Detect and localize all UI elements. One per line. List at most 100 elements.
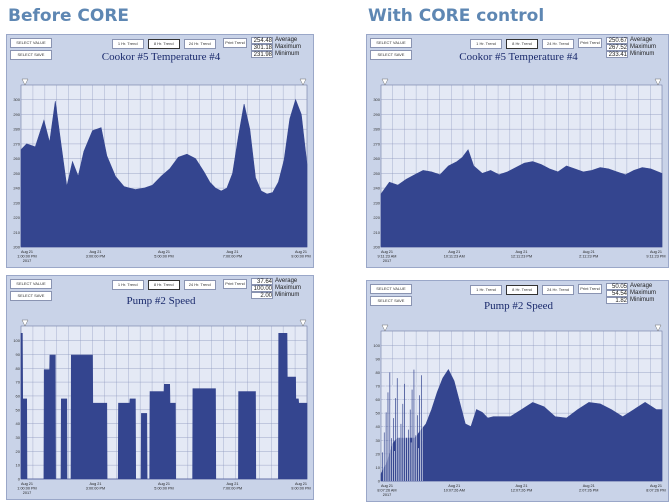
- select-save-button[interactable]: SELECT SAVE: [370, 50, 412, 60]
- y-tick-label: 80: [376, 370, 381, 375]
- y-tick-label: 50: [16, 407, 21, 412]
- y-tick-label: 250: [373, 171, 380, 176]
- y-tick-label: 290: [13, 112, 20, 117]
- x-tick-label: Aug 21 9:00:00 PM: [291, 250, 310, 259]
- chart-panel-after-pump: SELECT VALUE SELECT SAVE 1 Hr. Trend 8 Hr. …: [366, 280, 669, 502]
- trend-24hr-button[interactable]: 24 Hr. Trend: [183, 280, 216, 290]
- select-value-button[interactable]: SELECT VALUE: [370, 38, 412, 48]
- stats-box: 254.48 Average 301.18 Maximum 231.98 Minimum: [251, 37, 315, 58]
- select-save-button[interactable]: SELECT SAVE: [370, 296, 412, 306]
- stat-label: Average: [630, 37, 653, 43]
- series-area: [20, 98, 308, 248]
- y-tick-label: 30: [16, 435, 21, 440]
- trend-24hr-button[interactable]: 24 Hr. Trend: [542, 285, 575, 295]
- print-trend-button[interactable]: Print Trend: [578, 38, 602, 48]
- trend-8hr-button[interactable]: 8 Hr. Trend: [506, 39, 539, 49]
- stat-label: Minimum: [630, 51, 655, 57]
- y-tick-label: 260: [13, 156, 20, 161]
- stat-value: 100.00: [251, 285, 273, 292]
- x-tick-label: Aug 21 3:00:00 PM: [86, 482, 105, 491]
- x-tick-label: Aug 21 12:11:23 PM: [511, 250, 532, 259]
- select-value-button[interactable]: SELECT VALUE: [10, 38, 52, 48]
- trend-24hr-button[interactable]: 24 Hr. Trend: [542, 39, 575, 49]
- stat-label: Minimum: [275, 292, 300, 298]
- y-tick-label: 20: [16, 449, 21, 454]
- series-area: [20, 333, 308, 480]
- print-trend-button[interactable]: Print Trend: [578, 284, 602, 294]
- cursor-right-icon[interactable]: [299, 78, 307, 86]
- y-tick-label: 100: [373, 343, 380, 348]
- cursor-left-icon[interactable]: [21, 78, 29, 86]
- cursor-left-icon[interactable]: [381, 324, 389, 332]
- y-tick-label: 290: [373, 112, 380, 117]
- trend-1hr-button[interactable]: 1 Hr. Trend: [470, 39, 503, 49]
- y-tick-label: 200: [13, 245, 20, 250]
- stat-row: 267.52 Maximum: [606, 44, 669, 51]
- y-tick-label: 10: [16, 463, 21, 468]
- chart-title: Cookor #5 Temperature #4: [459, 51, 578, 63]
- select-value-button[interactable]: SELECT VALUE: [370, 284, 412, 294]
- x-tick-label: Aug 21 7:00:00 PM: [223, 250, 242, 259]
- trend-24hr-button[interactable]: 24 Hr. Trend: [183, 39, 216, 49]
- y-tick-label: 270: [13, 141, 20, 146]
- stat-row: 231.98 Minimum: [251, 51, 315, 58]
- stat-row: 301.18 Maximum: [251, 44, 315, 51]
- y-tick-label: 20: [376, 451, 381, 456]
- stat-row: 50.05 Average: [606, 283, 669, 290]
- stat-label: Average: [630, 283, 653, 289]
- select-value-button[interactable]: SELECT VALUE: [10, 279, 52, 289]
- cursor-right-icon[interactable]: [299, 319, 307, 327]
- trend-1hr-button[interactable]: 1 Hr. Trend: [470, 285, 503, 295]
- chart-title: Pump #2 Speed: [126, 295, 196, 307]
- y-tick-label: 90: [376, 356, 381, 361]
- select-save-button[interactable]: SELECT SAVE: [10, 291, 52, 301]
- trend-8hr-button[interactable]: 8 Hr. Trend: [506, 285, 539, 295]
- y-tick-label: 210: [373, 230, 380, 235]
- y-tick-label: 90: [16, 352, 21, 357]
- x-tick-label: Aug 21 5:00:00 PM: [154, 482, 173, 491]
- y-tick-label: 280: [373, 127, 380, 132]
- y-tick-label: 240: [373, 186, 380, 191]
- y-tick-label: 70: [16, 380, 21, 385]
- y-tick-label: 0: [18, 477, 21, 482]
- y-tick-label: 40: [16, 421, 21, 426]
- heading-before: Before CORE: [8, 6, 130, 26]
- x-tick-label: Aug 21 10:11:23 AM: [444, 250, 465, 259]
- cursor-left-icon[interactable]: [381, 78, 389, 86]
- x-tick-label: Aug 21 3:00:00 PM: [86, 250, 105, 259]
- x-tick-label: Aug 21 2:07:26 PM: [579, 484, 598, 493]
- print-trend-button[interactable]: Print Trend: [223, 38, 247, 48]
- stat-label: Maximum: [630, 290, 657, 296]
- trend-1hr-button[interactable]: 1 Hr. Trend: [111, 280, 144, 290]
- trend-8hr-button[interactable]: 8 Hr. Trend: [147, 280, 180, 290]
- x-tick-label: Aug 21 8:07:26 PM: [646, 484, 665, 493]
- print-trend-button[interactable]: Print Trend: [223, 279, 247, 289]
- heading-after: With CORE control: [368, 6, 545, 26]
- chart-title: Pump #2 Speed: [483, 300, 554, 312]
- trend-8hr-button[interactable]: 8 Hr. Trend: [147, 39, 180, 49]
- y-tick-label: 0: [378, 479, 381, 484]
- stat-row: 1.82 Minimum: [606, 297, 669, 304]
- x-tick-label: Aug 21 10:07:26 AM: [444, 484, 465, 493]
- stats-box: 37.64 Average 100.00 Maximum 2.00 Minimum: [251, 278, 315, 299]
- y-tick-label: 200: [373, 245, 380, 250]
- x-tick-label: Aug 21 9:11:23 PM: [646, 250, 665, 259]
- trend-1hr-button[interactable]: 1 Hr. Trend: [111, 39, 144, 49]
- y-tick-label: 230: [373, 200, 380, 205]
- x-tick-label: Aug 21 8:07:26 AM 2017: [377, 484, 396, 497]
- stat-value: 301.18: [251, 44, 273, 51]
- select-save-button[interactable]: SELECT SAVE: [10, 50, 52, 60]
- y-tick-label: 30: [376, 438, 381, 443]
- cursor-right-icon[interactable]: [654, 324, 662, 332]
- cursor-left-icon[interactable]: [21, 319, 29, 327]
- cursor-right-icon[interactable]: [654, 78, 662, 86]
- x-tick-label: Aug 21 1:00:00 PM 2017: [17, 250, 36, 263]
- stat-value: 250.67: [606, 37, 628, 44]
- chart-panel-before-temp: SELECT VALUE SELECT SAVE 1 Hr. Trend 8 Hr. …: [6, 34, 314, 268]
- y-tick-label: 100: [13, 338, 20, 343]
- stat-value: 1.82: [606, 297, 628, 304]
